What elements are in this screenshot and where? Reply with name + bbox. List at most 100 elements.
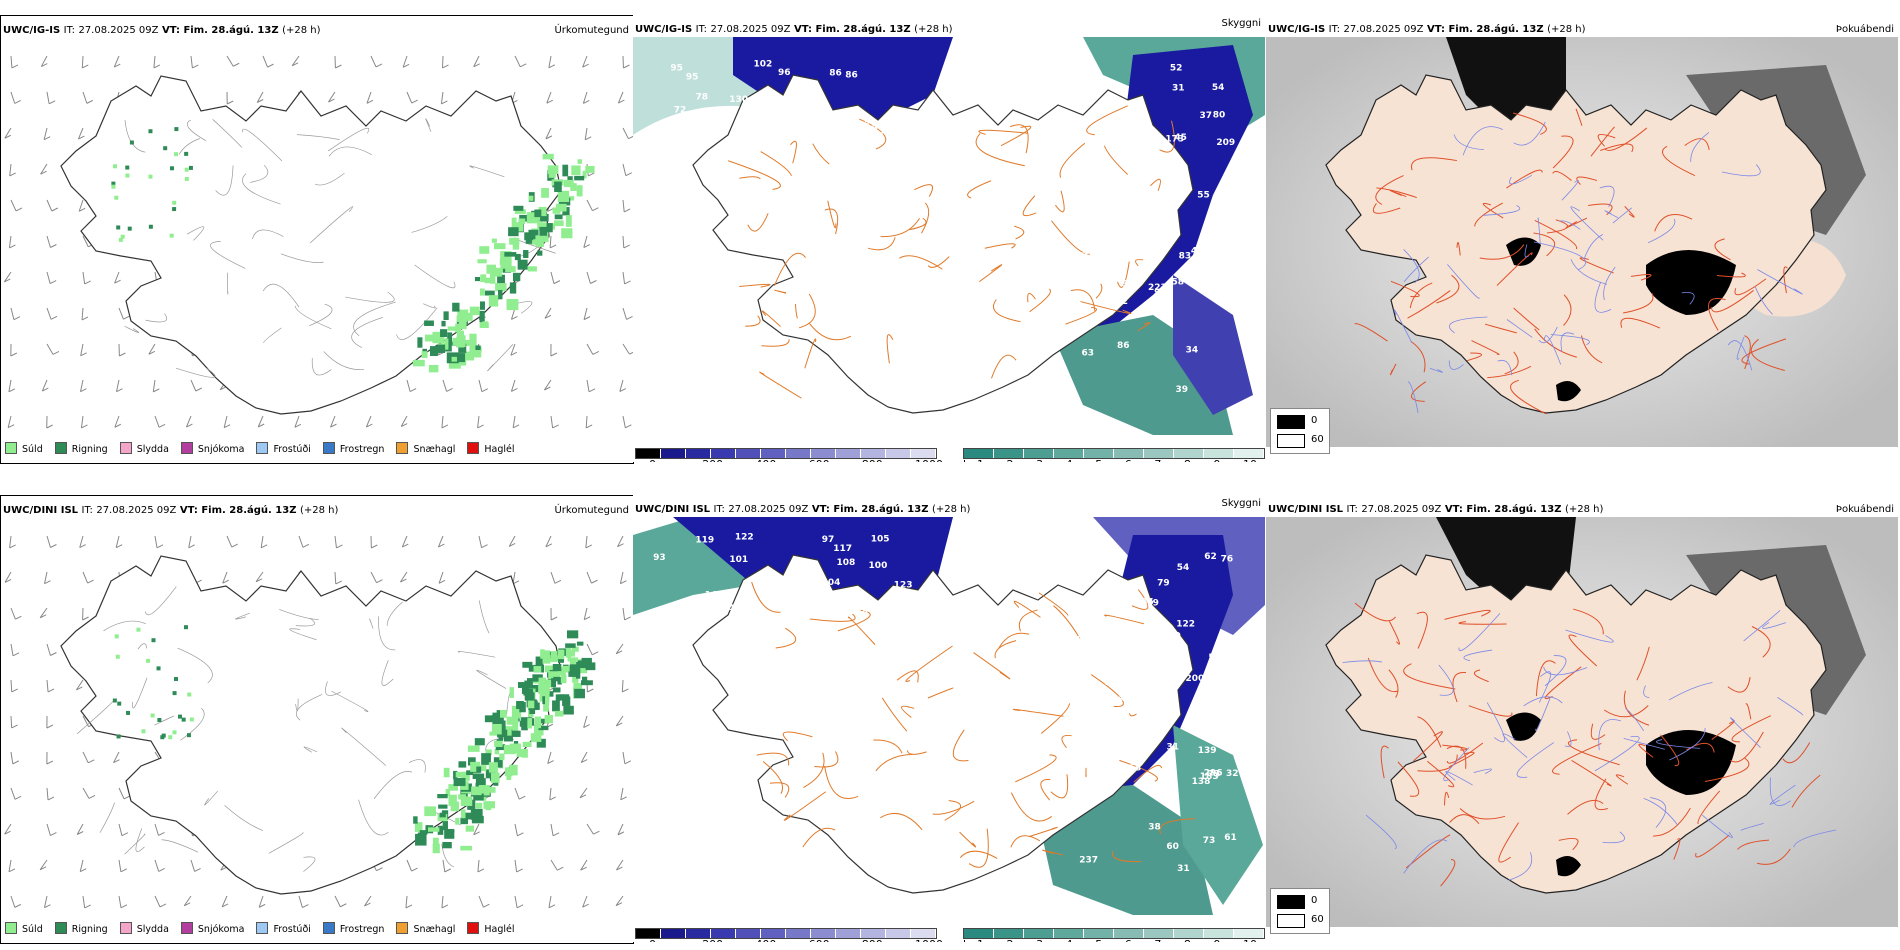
colorbar-label: 7 <box>1154 938 1161 942</box>
precip-cell <box>552 700 560 712</box>
precip-cell <box>540 649 545 659</box>
precip-cell <box>486 264 497 274</box>
precip-cell <box>513 205 524 211</box>
wind-barb <box>10 895 22 908</box>
cloud-base-label: 86 <box>1141 598 1154 608</box>
precip-cell <box>571 165 581 176</box>
precip-cell <box>545 679 553 688</box>
wind-barb <box>473 55 480 68</box>
cloud-base-label: 101 <box>729 555 748 565</box>
precip-cell <box>442 820 448 831</box>
wind-barb <box>190 55 199 69</box>
wind-barb <box>583 307 591 321</box>
cloud-base-label: 72 <box>674 105 687 115</box>
precip-cell <box>538 725 549 731</box>
precip-cell <box>505 266 516 273</box>
precip-cell <box>506 299 519 311</box>
precip-cell <box>484 715 493 723</box>
wind-barb <box>549 235 557 249</box>
wind-barb <box>406 91 418 104</box>
precip-cell <box>174 152 179 157</box>
legend-swatch <box>467 922 480 934</box>
precip-cell <box>485 787 496 793</box>
cloud-base-label: 37 <box>1068 202 1081 212</box>
precip-cell <box>112 698 117 703</box>
precip-cell <box>424 806 436 817</box>
fog-legend-label-0: 0 <box>1311 415 1318 426</box>
wind-barb <box>328 91 336 103</box>
precip-cell <box>428 364 439 373</box>
legend-swatch <box>322 442 335 454</box>
wind-barb <box>405 895 413 909</box>
wind-barb <box>80 415 88 429</box>
wind-barb <box>550 271 561 285</box>
precip-cell <box>517 682 525 688</box>
precip-cell <box>485 749 492 756</box>
precip-cell <box>447 326 459 331</box>
cloud-base-label: 61 <box>1224 833 1237 843</box>
cloud-base-label: 116 <box>873 127 892 137</box>
precip-cell <box>172 691 177 696</box>
precip-cell <box>460 845 473 851</box>
precip-cell <box>115 654 120 659</box>
precip-cell <box>172 200 177 205</box>
precip-cell <box>484 290 495 296</box>
precip-cell <box>516 749 528 757</box>
panel-header: UWC/DINI ISL IT: 27.08.2025 09Z VT: Fim.… <box>633 495 1265 525</box>
wind-barb <box>44 571 51 585</box>
colorbar-cell <box>686 449 711 458</box>
precip-cell <box>184 151 189 156</box>
legend-label: Frostúði <box>273 924 311 935</box>
wind-barb <box>550 823 560 837</box>
cloud-base-label: 179 <box>1140 598 1159 608</box>
wind-barb <box>114 415 122 428</box>
precip-cell <box>542 696 547 705</box>
precip-cell <box>469 333 477 346</box>
precip-cell <box>554 220 564 227</box>
colorbar-cell <box>1054 929 1084 938</box>
wind-barb <box>586 199 599 212</box>
precip-cell <box>444 828 455 839</box>
colorbar-cell <box>661 449 686 458</box>
precip-cell <box>444 338 449 350</box>
precip-cell <box>538 677 546 687</box>
wind-barb <box>79 859 87 873</box>
wind-barb <box>334 55 342 69</box>
precip-legend: Súld Rigning Slydda Snjókoma Frostúði Frostre… <box>5 442 527 455</box>
cloud-base-label: 87 <box>1141 196 1154 206</box>
cloud-base-label: 142 <box>742 109 761 119</box>
model-label: UWC/DINI ISL IT: 27.08.2025 09Z VT: Fim.… <box>3 505 339 516</box>
wind-barb <box>617 823 625 836</box>
cloud-base-label: 102 <box>753 59 772 69</box>
cloud-base-label: 39 <box>1168 631 1181 641</box>
wind-barb <box>10 55 19 69</box>
wind-barb <box>585 535 593 549</box>
legend-item: Súld <box>5 922 43 935</box>
colorbar-label: 800 <box>862 938 883 942</box>
precip-cell <box>169 166 174 171</box>
precip-cell <box>479 246 490 254</box>
wind-barb <box>622 55 630 69</box>
precip-cell <box>445 788 451 797</box>
cloud-base-label: 103 <box>721 603 740 613</box>
legend-swatch <box>5 442 17 454</box>
colorbar-unit: km <box>963 458 980 462</box>
cloud-base-label: 101 <box>1118 682 1137 692</box>
cloud-base-label: 83 <box>1179 252 1192 262</box>
precip-cell <box>477 259 487 264</box>
cloud-base-label: 43 <box>1152 214 1165 224</box>
wind-barb <box>115 379 123 393</box>
cloud-base-label: 76 <box>1221 555 1234 565</box>
cloud-base-label: 126 <box>785 589 804 599</box>
precip-cell <box>542 153 554 160</box>
precip-cell <box>535 656 544 667</box>
colorbar-label: 3 <box>1036 458 1043 462</box>
precip-cell <box>443 767 450 778</box>
wind-barb <box>43 895 51 909</box>
precip-cell <box>534 209 542 218</box>
precip-cell <box>526 678 533 690</box>
wind-barb <box>46 751 54 765</box>
wind-barb <box>226 55 240 67</box>
cloud-base-label: 44 <box>1206 260 1219 270</box>
wind-barb <box>82 895 91 909</box>
